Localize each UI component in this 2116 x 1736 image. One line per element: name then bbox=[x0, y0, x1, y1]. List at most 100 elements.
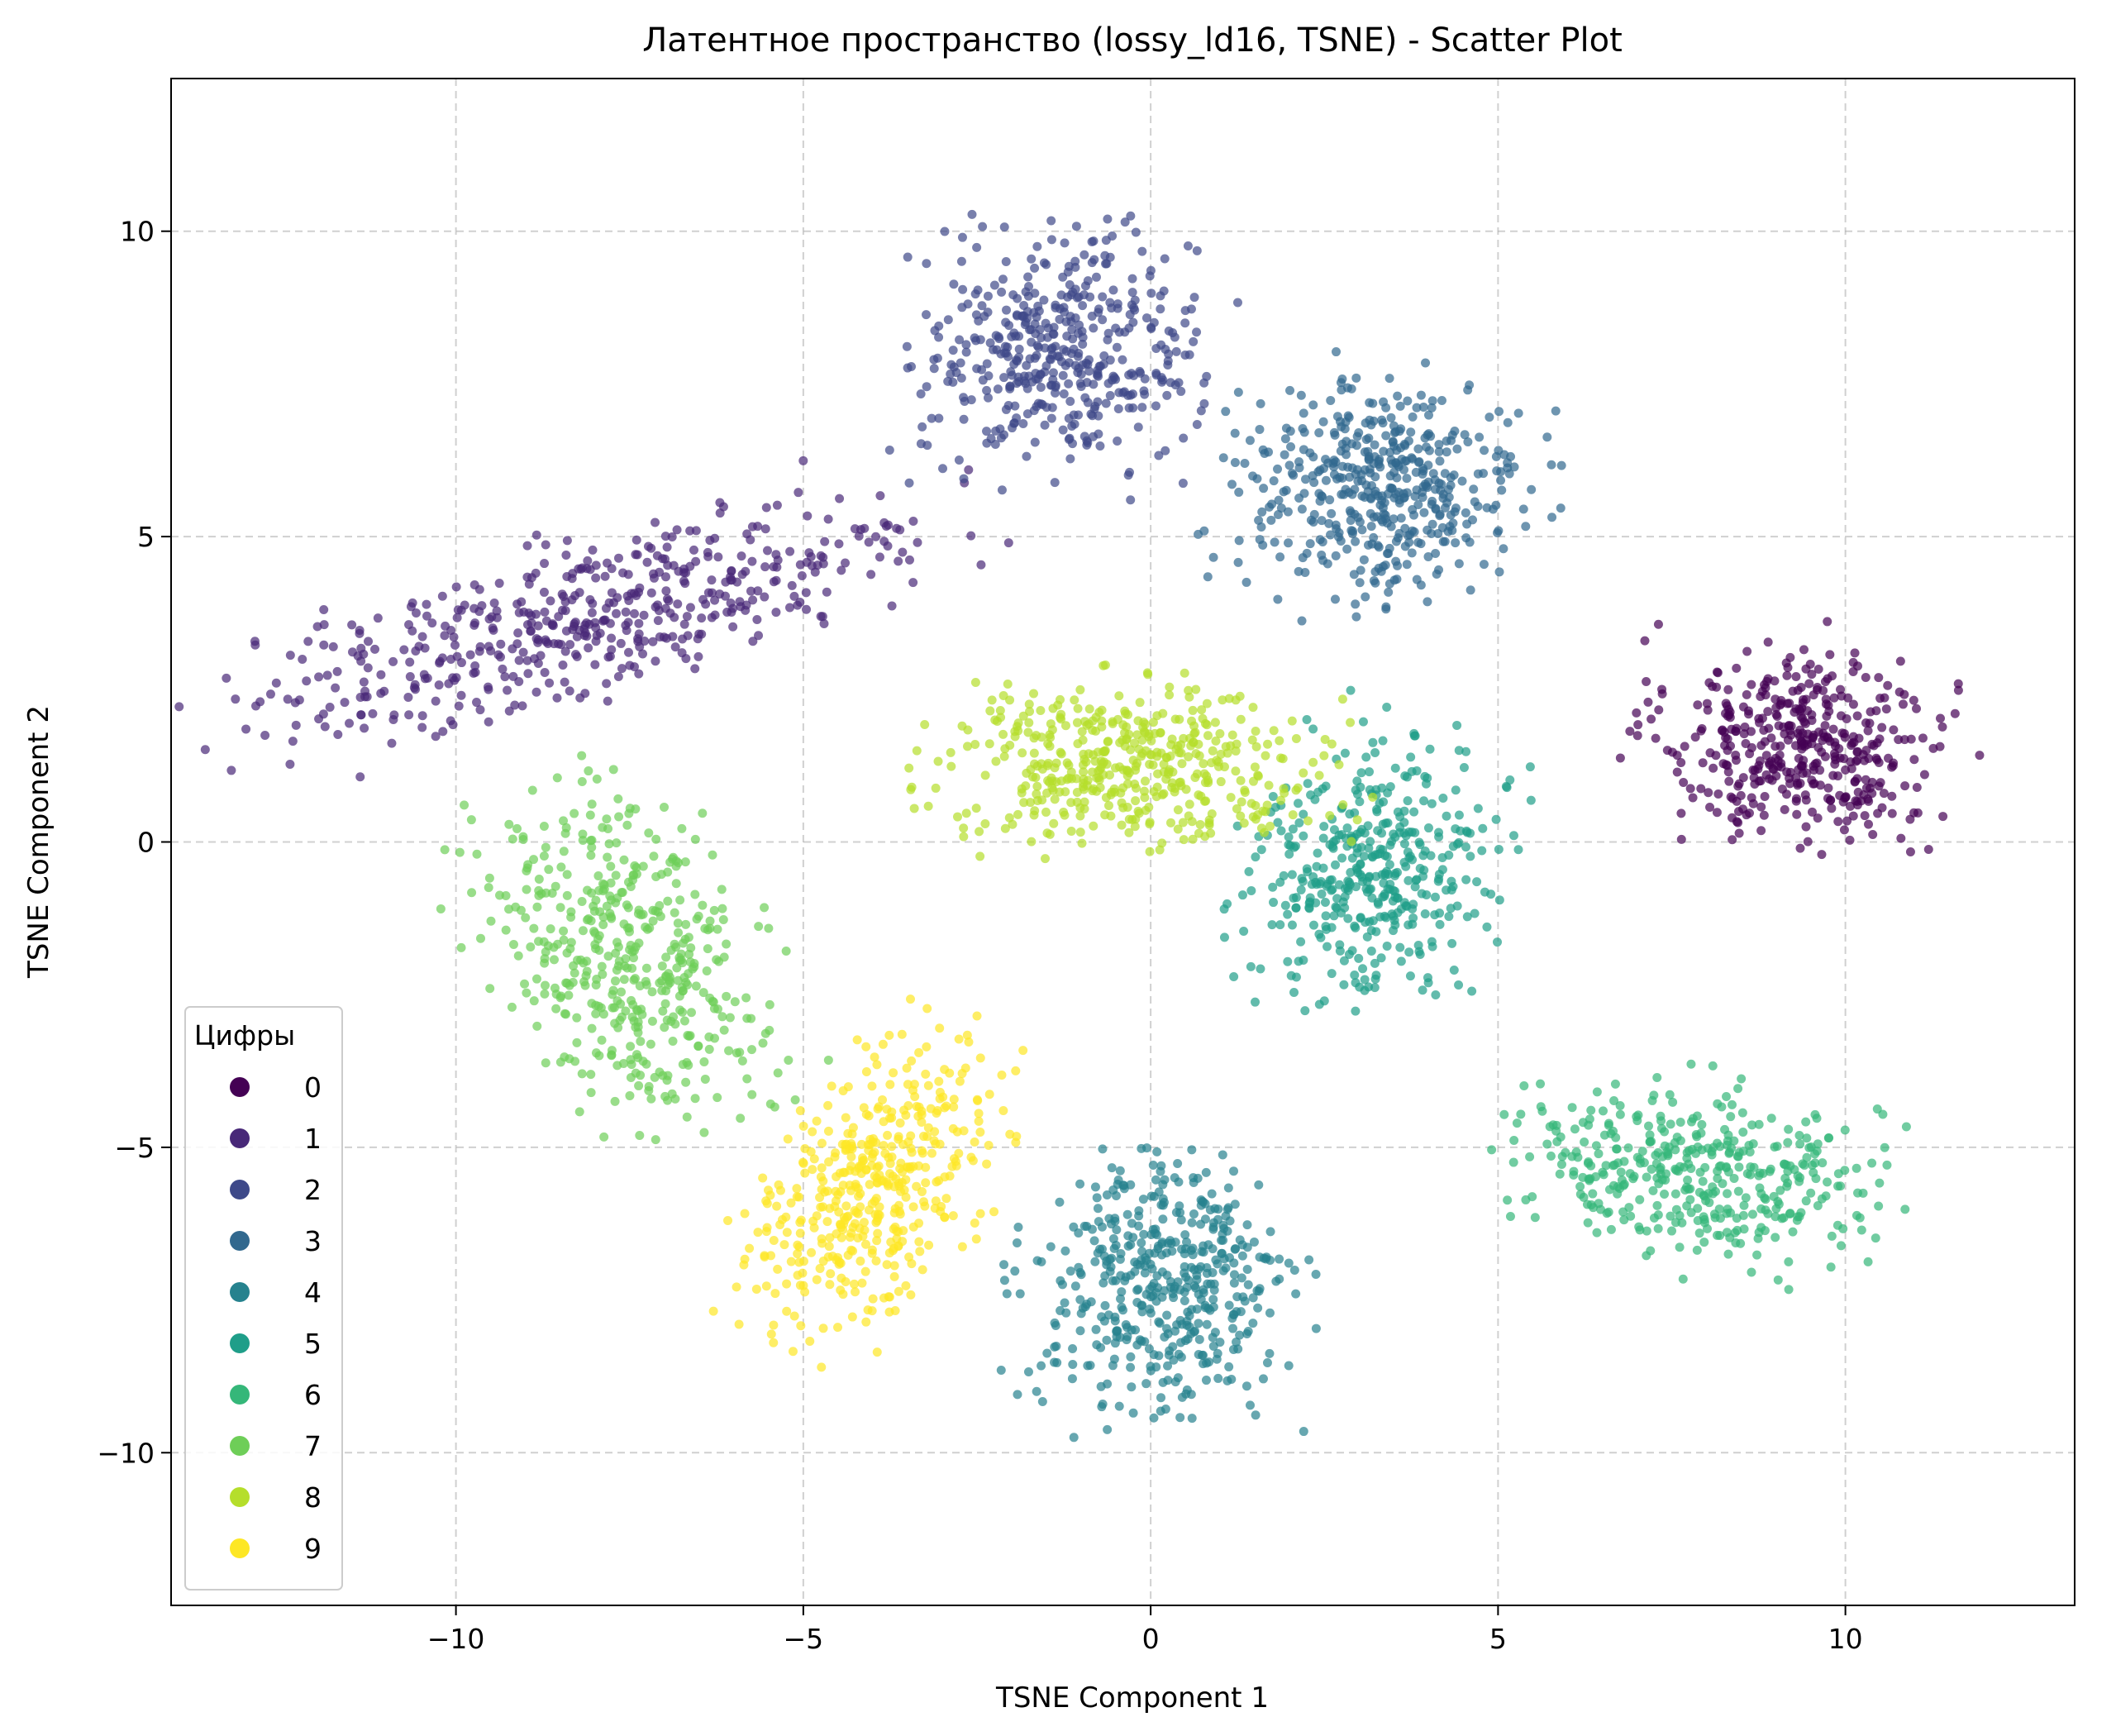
data-point bbox=[662, 542, 672, 552]
data-point bbox=[1747, 1120, 1757, 1130]
data-point bbox=[1667, 1226, 1677, 1236]
data-point bbox=[1331, 347, 1341, 357]
x-tick-label: −10 bbox=[427, 1623, 485, 1655]
data-point bbox=[820, 537, 830, 546]
data-point bbox=[1285, 385, 1295, 395]
data-point bbox=[1863, 726, 1873, 736]
data-point bbox=[1738, 1128, 1748, 1137]
data-point bbox=[1375, 912, 1385, 922]
data-point bbox=[1818, 685, 1828, 695]
data-point bbox=[1299, 1427, 1308, 1437]
data-point bbox=[652, 551, 662, 560]
data-point bbox=[1666, 1119, 1675, 1129]
data-point bbox=[794, 488, 803, 498]
data-point bbox=[500, 672, 510, 682]
data-point bbox=[540, 607, 550, 617]
data-point bbox=[1765, 774, 1775, 784]
data-point bbox=[1036, 706, 1046, 716]
data-point bbox=[1141, 313, 1151, 323]
data-point bbox=[1265, 1348, 1275, 1358]
data-point bbox=[1029, 689, 1039, 699]
data-point bbox=[1358, 717, 1368, 727]
data-point bbox=[1254, 1180, 1264, 1190]
data-point bbox=[541, 1058, 550, 1068]
data-point bbox=[1798, 713, 1808, 723]
data-point bbox=[693, 911, 703, 921]
data-point bbox=[963, 742, 973, 751]
data-point bbox=[522, 656, 532, 665]
data-point bbox=[1215, 728, 1225, 738]
data-point bbox=[622, 900, 631, 910]
data-point bbox=[1228, 1323, 1238, 1333]
legend-label-7: 7 bbox=[304, 1430, 322, 1462]
data-point bbox=[718, 915, 728, 925]
data-point bbox=[450, 640, 460, 650]
data-point bbox=[846, 1152, 856, 1161]
data-point bbox=[1192, 1304, 1202, 1314]
data-point bbox=[1236, 811, 1246, 821]
data-point bbox=[1100, 250, 1110, 260]
data-point bbox=[1307, 880, 1317, 889]
data-point bbox=[962, 1030, 972, 1040]
data-point bbox=[872, 1236, 882, 1246]
data-point bbox=[1187, 1218, 1197, 1228]
data-point bbox=[1801, 1196, 1811, 1206]
data-point bbox=[860, 1239, 870, 1249]
data-point bbox=[1766, 1114, 1776, 1123]
data-point bbox=[612, 608, 622, 618]
data-point bbox=[798, 455, 808, 465]
data-point bbox=[883, 1130, 893, 1140]
data-point bbox=[1076, 1270, 1086, 1280]
data-point bbox=[1404, 875, 1413, 885]
data-point bbox=[1180, 1336, 1190, 1346]
data-point bbox=[795, 1281, 805, 1290]
data-point bbox=[1806, 1142, 1816, 1152]
data-point bbox=[1115, 1166, 1125, 1176]
data-point bbox=[1300, 1006, 1310, 1016]
data-point bbox=[454, 701, 464, 711]
data-point bbox=[1184, 692, 1194, 702]
data-point bbox=[1788, 1227, 1798, 1237]
data-point bbox=[660, 572, 670, 582]
data-point bbox=[1199, 526, 1209, 536]
data-point bbox=[949, 1095, 959, 1104]
data-point bbox=[531, 530, 541, 540]
data-point bbox=[1165, 682, 1175, 692]
data-point bbox=[809, 1154, 819, 1164]
data-point bbox=[1231, 766, 1241, 776]
data-point bbox=[831, 1186, 841, 1196]
data-point bbox=[1556, 1159, 1566, 1169]
data-point bbox=[627, 995, 636, 1005]
data-point bbox=[1435, 511, 1445, 521]
data-point bbox=[907, 1259, 917, 1269]
data-point bbox=[512, 599, 522, 609]
data-point bbox=[1107, 1163, 1117, 1173]
data-point bbox=[800, 1144, 810, 1154]
data-point bbox=[927, 413, 936, 423]
data-point bbox=[1280, 788, 1289, 798]
data-point bbox=[1000, 341, 1010, 351]
data-point bbox=[1047, 403, 1057, 413]
data-point bbox=[625, 661, 635, 670]
data-point bbox=[1688, 793, 1698, 803]
data-point bbox=[668, 1036, 678, 1046]
data-point bbox=[1646, 1246, 1656, 1256]
data-point bbox=[1629, 1171, 1639, 1181]
data-point bbox=[1098, 292, 1108, 302]
data-point bbox=[1294, 493, 1304, 503]
data-point bbox=[1291, 1289, 1301, 1299]
data-point bbox=[1836, 684, 1846, 694]
data-point bbox=[1468, 515, 1478, 525]
data-point bbox=[1488, 504, 1498, 514]
data-point bbox=[976, 560, 986, 570]
data-point bbox=[930, 326, 940, 336]
data-point bbox=[1868, 829, 1878, 839]
data-point bbox=[1810, 1158, 1820, 1168]
data-point bbox=[1494, 844, 1504, 854]
data-point bbox=[889, 1261, 899, 1271]
data-point bbox=[1319, 822, 1329, 832]
data-point bbox=[980, 770, 990, 780]
data-point bbox=[936, 1202, 946, 1212]
data-point bbox=[1442, 436, 1451, 446]
data-point bbox=[689, 962, 699, 972]
